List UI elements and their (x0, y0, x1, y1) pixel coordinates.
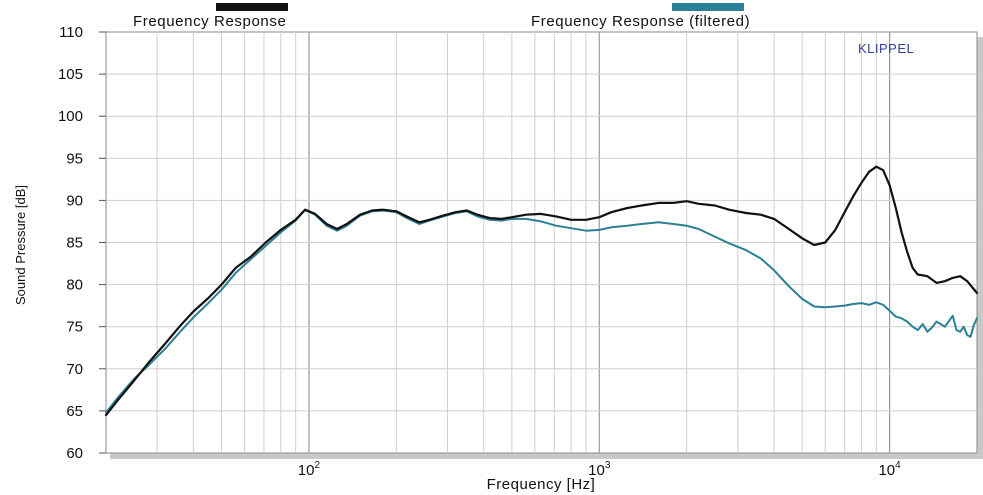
y-tick-label: 70 (66, 361, 83, 378)
x-tick-label: 104 (878, 460, 901, 479)
x-tick-label: 102 (298, 460, 321, 479)
legend-swatch-frequency-response-filtered (672, 3, 744, 11)
y-tick-label: 90 (66, 192, 83, 209)
y-tick-label: 110 (59, 24, 83, 41)
y-tick-label: 105 (58, 66, 83, 83)
series-line-frequency-response (104, 165, 979, 417)
horizontal-gridlines (106, 73, 977, 412)
y-axis-title: Sound Pressure [dB] (13, 185, 28, 305)
y-tick-label: 75 (66, 319, 83, 336)
x-axis-title: Frequency [Hz] (487, 476, 596, 493)
y-tick-label: 60 (66, 445, 83, 462)
x-tick-label: 103 (588, 460, 611, 479)
klippel-brand: KLIPPEL (858, 41, 914, 56)
y-tick-label: 85 (66, 235, 83, 252)
y-tick-labels: 60 65 70 75 80 85 90 95 100 105 110 (58, 24, 106, 462)
y-tick-label: 100 (58, 108, 83, 125)
x-tick-labels: 102 103 104 (298, 460, 901, 479)
legend-label-frequency-response-filtered: Frequency Response (filtered) (531, 13, 750, 30)
legend-swatch-frequency-response (216, 3, 288, 11)
y-tick-label: 80 (66, 277, 83, 294)
y-tick-label: 65 (66, 403, 83, 420)
legend-label-frequency-response: Frequency Response (133, 13, 286, 30)
y-tick-label: 95 (66, 150, 83, 167)
series-lines (104, 165, 979, 417)
